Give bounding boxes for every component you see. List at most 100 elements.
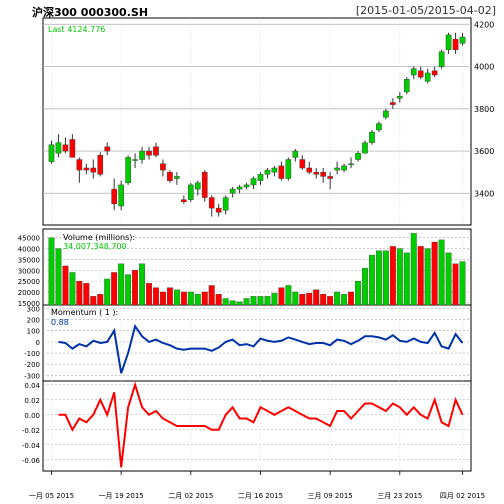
candle-body [390,102,396,105]
candle-body [417,70,424,78]
candle-body [383,110,389,118]
candle-body [194,182,201,190]
y-tick-label: 200 [27,317,40,325]
volume-bar [104,278,111,306]
y-tick-label: -0.06 [22,457,41,465]
volume-bar [69,272,76,306]
candle-body [285,159,292,179]
candle-body [181,199,187,202]
candle-body [229,188,236,194]
volume-bar [250,296,257,306]
volume-bar [320,293,327,306]
candle-body [222,197,229,211]
candle-body [167,171,173,181]
candle-body [188,184,194,200]
candle-body [341,165,347,171]
volume-bar [180,291,187,306]
volume-bar [153,287,159,306]
candle-body [97,155,104,175]
candle-body [445,34,452,50]
volume-bar [327,296,334,306]
volume-bar [417,246,424,306]
y-tick-label: 4200 [474,20,494,29]
candle-body [250,178,257,186]
chart-title: 沪深300 000300.SH [32,6,149,19]
volume-bar [292,291,299,306]
y-tick-label: 20000 [18,289,40,297]
candle-body [362,142,368,154]
volume-bar [264,296,271,306]
y-tick-label: 45000 [18,235,40,243]
y-tick-label: -300 [24,372,40,380]
candle-body [299,159,306,169]
volume-bar [375,250,382,306]
volume-bar [76,280,83,306]
candle-body [306,167,313,173]
volume-bar [452,263,459,306]
volume-bar [55,248,62,306]
momentum-title: Momentum ( 1 ): [51,308,118,317]
volume-bar [348,291,354,306]
candle-body [459,36,466,44]
candle-body [174,176,180,179]
candle-body [76,159,83,171]
panel-frame [42,380,472,472]
volume-bar [299,293,306,306]
candle-body [132,159,138,161]
volume-bar [83,283,90,306]
volume-bar [334,291,341,306]
volume-bar [118,263,125,306]
x-tick-label: 四月 02 2015 [440,492,485,500]
candle-body [313,171,320,175]
volume-bar [410,233,417,306]
volume-bar [97,293,104,306]
candle-body [410,68,417,76]
y-tick-label: 100 [27,328,40,336]
volume-bar [111,272,118,306]
x-tick-label: 一月 19 2015 [99,492,144,500]
candle-body [111,188,117,205]
volume-bar [201,291,208,306]
candle-body [264,169,271,175]
y-tick-label: 15000 [18,300,40,308]
candle-body [327,176,333,179]
candle-body [292,150,299,158]
volume-bar [431,241,438,306]
candle-body [90,167,97,173]
y-tick-label: 0 [36,339,40,347]
y-tick-label: 40000 [18,246,40,254]
volume-bar [243,298,250,306]
candle-body [334,167,340,171]
volume-bar [62,265,69,306]
volume-bar [229,300,236,306]
volume-bar [459,261,466,306]
volume-bar [278,287,285,306]
y-tick-label: 3800 [474,105,494,114]
volume-bar [222,298,229,306]
y-tick-label: -0.04 [22,442,41,450]
y-tick-label: 4000 [474,63,494,72]
volume-bar [236,301,243,306]
volume-bar [48,237,55,306]
candle-body [118,184,124,207]
candle-body [125,157,131,183]
volume-bar [389,246,396,306]
candle-body [278,165,285,179]
y-tick-label: 30000 [18,267,40,275]
candle-body [397,95,403,99]
volume-title: Volume (millions): [63,233,135,242]
y-tick-label: 3600 [474,147,494,156]
candle-body [257,174,264,181]
volume-bar [159,291,166,306]
y-tick-label: -100 [24,350,40,358]
candle-body [236,186,243,190]
candle-body [403,79,410,93]
volume-bar [132,270,139,306]
candle-body [431,70,438,76]
volume-bar [306,292,313,306]
volume-bar [396,248,403,306]
candle-body [355,152,361,160]
y-tick-label: -0.02 [22,427,40,435]
x-tick-label: 二月 02 2015 [168,492,213,500]
candle-body [348,163,354,165]
